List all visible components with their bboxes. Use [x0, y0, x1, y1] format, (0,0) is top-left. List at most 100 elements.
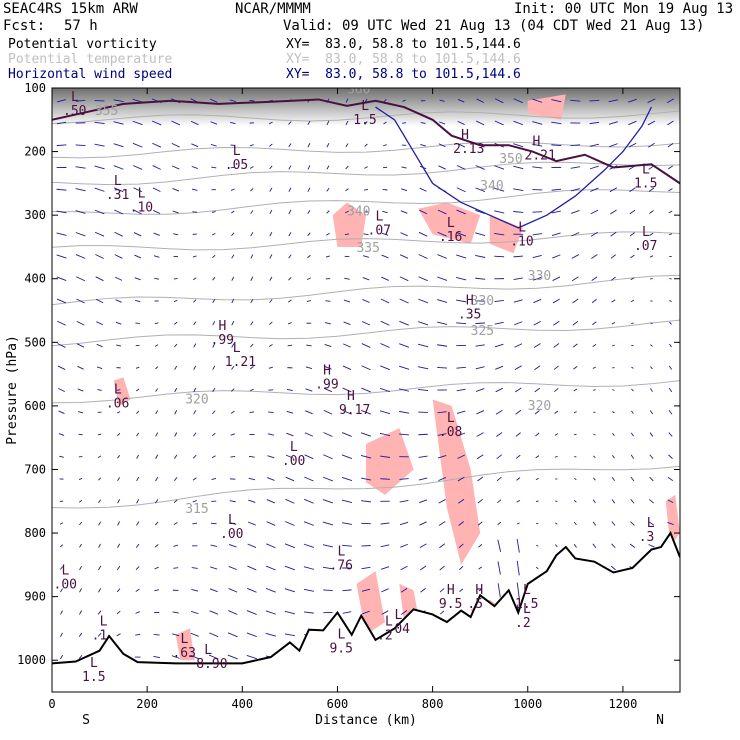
wind-vector-346: [306, 277, 311, 281]
wind-vector-288: [269, 143, 273, 147]
wind-vector-248: [230, 410, 235, 414]
wind-vector-811: [649, 210, 654, 214]
wind-vector-198: [192, 454, 197, 459]
wind-vector-501: [418, 254, 428, 259]
wind-vector-676: [551, 99, 562, 103]
wind-vector-37: [76, 343, 85, 348]
wind-vector-69: [98, 477, 102, 481]
wind-vector-429: [361, 387, 371, 393]
wind-vector-164: [173, 277, 178, 280]
wind-vector-347: [306, 300, 312, 302]
wind-vector-444: [383, 144, 387, 147]
wind-vector-692: [554, 455, 558, 458]
wind-vector-315: [288, 165, 292, 170]
wind-vector-530: [437, 321, 448, 325]
wind-vector-82: [113, 187, 124, 193]
wind-vector-33: [75, 254, 86, 259]
wind-vector-241: [231, 254, 235, 259]
wind-vector-837: [668, 210, 673, 214]
wind-vector-154: [153, 634, 160, 636]
x-tick-label-3: 600: [327, 697, 349, 711]
wind-vector-820: [649, 410, 654, 415]
wind-vector-677: [551, 121, 562, 125]
wind-vector-170: [174, 410, 178, 415]
wind-vector-35: [76, 298, 85, 304]
wind-vector-638: [515, 409, 522, 415]
wind-vector-667: [535, 477, 539, 481]
wind-vector-434: [361, 500, 371, 503]
wind-vector-268: [250, 276, 254, 281]
wind-vector-720: [574, 499, 577, 503]
wind-vector-220: [212, 365, 216, 370]
wind-vector-350: [305, 366, 313, 370]
wind-vector-590: [477, 499, 483, 504]
wind-vector-580: [475, 277, 486, 280]
wind-vector-541: [439, 565, 445, 571]
wind-vector-18: [59, 500, 64, 503]
wind-vector-221: [212, 387, 216, 393]
wind-vector-215: [212, 254, 216, 259]
extremum-value-30: .3: [639, 530, 655, 545]
wind-vector-260: [249, 99, 255, 102]
wind-vector-85: [114, 254, 123, 259]
wind-vector-58: [94, 231, 105, 237]
wind-vector-660: [533, 320, 542, 326]
wind-vector-588: [476, 454, 484, 460]
wind-vector-816: [650, 322, 653, 325]
wind-vector-319: [288, 254, 292, 259]
wind-vector-710: [571, 276, 579, 282]
wind-vector-9: [56, 298, 67, 304]
wind-vector-640: [515, 454, 521, 459]
wind-vector-500: [418, 231, 428, 237]
wind-vector-302: [267, 455, 275, 459]
wind-vector-629: [513, 211, 524, 213]
wind-vector-587: [476, 432, 484, 437]
x-tick-label-6: 1200: [608, 697, 637, 711]
wind-vector-225: [211, 477, 217, 481]
wind-vector-639: [515, 432, 521, 437]
extremum-type-34: L: [90, 656, 98, 671]
wind-vector-431: [360, 432, 372, 437]
wind-vector-459: [380, 478, 390, 480]
wind-vector-618: [497, 539, 502, 552]
wind-vector-705: [570, 166, 581, 169]
theta-contour-0: [52, 465, 680, 509]
wind-vector-227: [210, 522, 217, 525]
wind-vector-147: [155, 476, 159, 482]
y-tick-label-1: 200: [24, 145, 46, 159]
wind-vector-5: [56, 210, 67, 214]
wind-vector-21: [60, 566, 63, 570]
wind-vector-7: [56, 254, 67, 259]
wind-vector-489: [400, 565, 408, 571]
y-tick-label-0: 100: [24, 81, 46, 95]
terrain-fill: [52, 533, 680, 692]
wind-vector-762: [610, 276, 616, 281]
wind-vector-78: [113, 99, 124, 103]
end-label-north: N: [656, 713, 664, 728]
wind-vector-760: [610, 231, 617, 237]
wind-vector-307: [265, 565, 276, 571]
wind-vector-412: [342, 589, 352, 592]
wind-vector-155: [153, 655, 161, 659]
wind-vector-469: [402, 122, 407, 124]
wind-vector-366: [326, 143, 330, 148]
extremum-value-26: .2: [515, 616, 531, 631]
wind-vector-55: [94, 165, 105, 170]
wind-vector-589: [477, 476, 484, 482]
wind-vector-534: [437, 411, 447, 414]
wind-vector-267: [250, 254, 254, 259]
wind-vector-658: [532, 276, 542, 281]
extremum-value-8: 2.13: [453, 142, 484, 157]
wind-vector-418: [364, 143, 368, 147]
wind-vector-612: [495, 409, 503, 415]
wind-vector-759: [609, 209, 617, 215]
wind-vector-583: [475, 344, 485, 347]
wind-vector-194: [193, 365, 197, 370]
wind-vector-719: [574, 477, 577, 481]
shaded-region-1: [418, 202, 481, 244]
wind-vector-478: [399, 320, 409, 326]
wind-vector-273: [249, 388, 254, 392]
wind-vector-310: [265, 632, 276, 637]
wind-vector-65: [97, 389, 102, 391]
extremum-type-12: L: [233, 341, 241, 356]
